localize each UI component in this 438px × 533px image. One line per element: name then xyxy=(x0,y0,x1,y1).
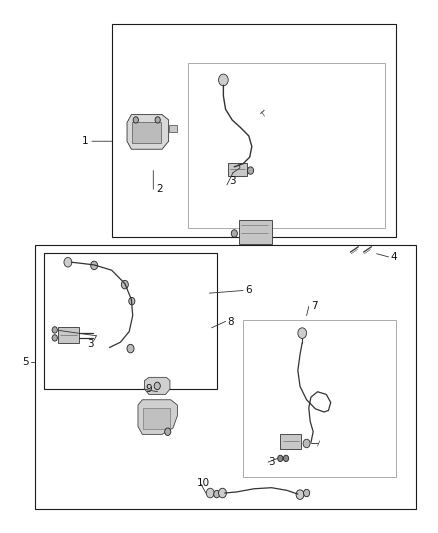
Circle shape xyxy=(154,382,160,390)
Circle shape xyxy=(298,328,307,338)
Circle shape xyxy=(296,490,304,499)
Circle shape xyxy=(52,335,57,341)
Bar xyxy=(239,220,272,244)
Circle shape xyxy=(129,297,135,305)
Bar xyxy=(132,122,161,143)
Text: 3: 3 xyxy=(87,339,94,349)
Text: 10: 10 xyxy=(197,479,210,488)
Circle shape xyxy=(283,455,289,462)
Circle shape xyxy=(219,74,228,86)
Text: 3: 3 xyxy=(268,457,275,467)
Bar xyxy=(44,253,217,389)
Circle shape xyxy=(127,344,134,353)
Bar xyxy=(143,408,170,429)
Circle shape xyxy=(214,490,220,498)
Text: 6: 6 xyxy=(245,286,252,295)
Text: 4: 4 xyxy=(391,252,398,262)
Text: 2: 2 xyxy=(156,184,163,194)
Text: 9: 9 xyxy=(145,384,152,394)
Circle shape xyxy=(304,489,310,497)
Polygon shape xyxy=(145,377,170,394)
Text: 7: 7 xyxy=(311,302,318,311)
Text: 1: 1 xyxy=(82,136,89,146)
Circle shape xyxy=(278,455,283,462)
Circle shape xyxy=(231,230,237,237)
Circle shape xyxy=(219,488,226,498)
Circle shape xyxy=(91,261,98,270)
Circle shape xyxy=(165,428,171,435)
Circle shape xyxy=(206,488,214,498)
Circle shape xyxy=(303,439,310,448)
Text: 5: 5 xyxy=(22,358,29,367)
Text: 3: 3 xyxy=(229,176,236,186)
Bar xyxy=(112,24,396,237)
Bar xyxy=(188,63,385,228)
Bar xyxy=(228,163,247,176)
Circle shape xyxy=(52,327,57,333)
Text: 8: 8 xyxy=(227,318,234,327)
Circle shape xyxy=(155,117,160,123)
Bar xyxy=(243,320,396,477)
Bar xyxy=(58,327,79,343)
Bar xyxy=(35,245,416,509)
Circle shape xyxy=(247,167,254,174)
Circle shape xyxy=(121,280,128,289)
Bar xyxy=(280,434,301,449)
Polygon shape xyxy=(138,400,177,434)
Circle shape xyxy=(64,257,72,267)
Polygon shape xyxy=(169,125,177,132)
Circle shape xyxy=(133,117,138,123)
Polygon shape xyxy=(127,115,169,149)
